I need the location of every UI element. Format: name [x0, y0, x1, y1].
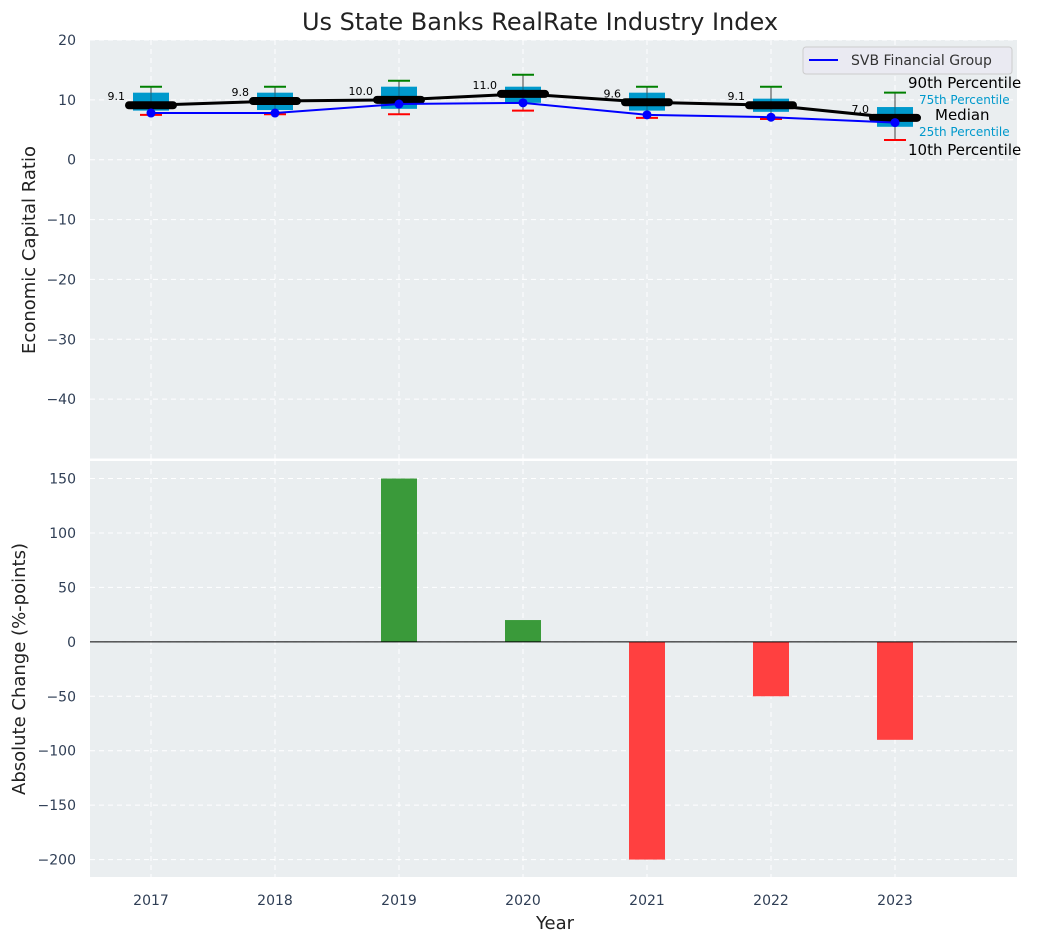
median-label: 7.0 [852, 103, 870, 116]
median-label: 10.0 [349, 85, 374, 98]
change-bar [381, 478, 417, 642]
median-label: 9.1 [108, 90, 126, 103]
x-axis-label: Year [535, 913, 575, 934]
x-tick-label: 2020 [505, 893, 541, 909]
top-y-tick-label: −10 [46, 213, 76, 229]
median-label: 9.8 [232, 86, 250, 99]
top-y-tick-label: −30 [46, 332, 76, 348]
change-bar [753, 641, 789, 697]
bottom-y-tick-label: −150 [38, 798, 76, 814]
svb-point [270, 108, 280, 118]
svb-point [766, 112, 776, 122]
annotation-p25: 25th Percentile [919, 125, 1010, 139]
top-y-tick-label: 0 [67, 153, 76, 169]
top-plot-area [90, 40, 1017, 459]
change-bar [505, 620, 541, 642]
bottom-y-tick-label: 100 [49, 526, 76, 542]
bottom-y-tick-label: −50 [46, 689, 76, 705]
x-tick-label: 2017 [133, 893, 169, 909]
bottom-y-axis-label: Absolute Change (%-points) [9, 543, 30, 795]
svb-point [642, 110, 652, 120]
top-y-tick-label: 20 [58, 33, 76, 49]
bottom-y-tick-label: 50 [58, 580, 76, 596]
x-tick-label: 2019 [381, 893, 417, 909]
svb-point [394, 99, 404, 109]
svb-point [146, 108, 156, 118]
top-y-axis-label: Economic Capital Ratio [19, 146, 40, 354]
annotation-p75: 75th Percentile [919, 93, 1010, 107]
svb-point [518, 98, 528, 108]
legend-label: SVB Financial Group [851, 53, 992, 69]
median-label: 9.6 [604, 87, 622, 100]
x-tick-label: 2018 [257, 893, 293, 909]
bottom-y-tick-label: 0 [67, 635, 76, 651]
chart-title: Us State Banks RealRate Industry Index [302, 8, 778, 36]
median-label: 9.1 [728, 90, 746, 103]
top-y-tick-label: 10 [58, 93, 76, 109]
bottom-plot-area [90, 461, 1017, 877]
top-y-tick-label: −20 [46, 272, 76, 288]
bottom-y-tick-label: −100 [38, 744, 76, 760]
median-label: 11.0 [473, 79, 498, 92]
annotation-median: Median [935, 106, 990, 124]
x-tick-label: 2022 [753, 893, 789, 909]
change-bar [629, 641, 665, 860]
x-tick-label: 2021 [629, 893, 665, 909]
top-y-tick-label: −40 [46, 392, 76, 408]
legend-box [802, 46, 1013, 75]
bottom-y-tick-label: −200 [38, 853, 76, 869]
bottom-y-tick-label: 150 [49, 472, 76, 488]
svb-point [890, 118, 900, 128]
annotation-p90: 90th Percentile [908, 74, 1021, 92]
x-tick-label: 2023 [877, 893, 913, 909]
annotation-p10: 10th Percentile [908, 141, 1021, 159]
change-bar [877, 641, 913, 740]
